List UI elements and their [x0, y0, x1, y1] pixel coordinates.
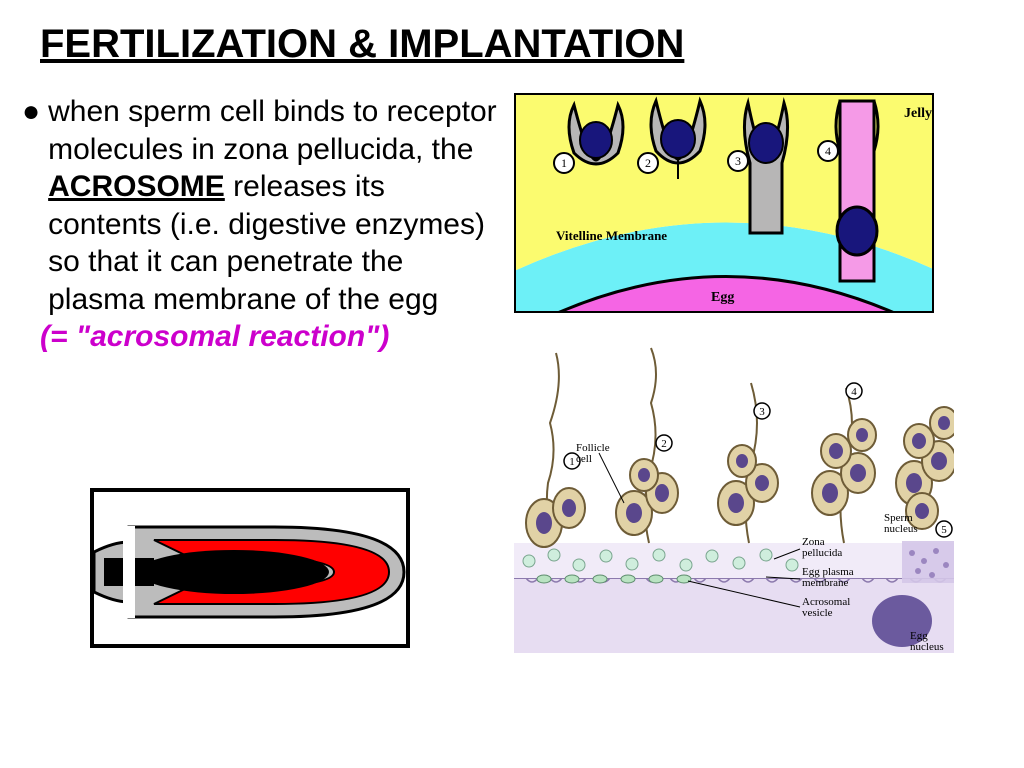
- text-column: ● when sperm cell binds to receptor mole…: [40, 93, 500, 653]
- svg-text:1: 1: [569, 456, 575, 468]
- zona-pellucida-diagram: 1 2 3 4 5 Folliclecell Zonapellucida Egg…: [514, 343, 954, 653]
- content-row: ● when sperm cell binds to receptor mole…: [40, 93, 984, 653]
- svg-text:3: 3: [759, 406, 765, 418]
- sub-term: (= "acrosomal reaction"): [40, 320, 500, 354]
- sn-label: Spermnucleus: [884, 512, 918, 535]
- acrosome-reaction-diagram: 1 2 3: [514, 93, 934, 313]
- bullet-keyword: ACROSOME: [48, 170, 225, 203]
- page-title: FERTILIZATION & IMPLANTATION: [40, 22, 984, 67]
- svg-text:1: 1: [561, 156, 567, 170]
- bullet-pre: when sperm cell binds to receptor molecu…: [48, 95, 497, 166]
- svg-text:4: 4: [825, 144, 831, 158]
- sperm-head-diagram: [90, 488, 410, 648]
- egg-label: Egg: [711, 290, 734, 305]
- vm-label: Vitelline Membrane: [556, 228, 667, 243]
- svg-text:2: 2: [645, 156, 651, 170]
- epm-label: Egg plasmamembrane: [802, 566, 854, 589]
- svg-text:4: 4: [851, 386, 857, 398]
- image-column: 1 2 3: [514, 93, 984, 653]
- jelly-label: Jelly: [904, 106, 932, 121]
- bullet-dot: ●: [22, 93, 40, 318]
- svg-text:5: 5: [941, 524, 947, 536]
- svg-text:2: 2: [661, 438, 667, 450]
- bullet-text: when sperm cell binds to receptor molecu…: [48, 93, 500, 318]
- svg-text:3: 3: [735, 154, 741, 168]
